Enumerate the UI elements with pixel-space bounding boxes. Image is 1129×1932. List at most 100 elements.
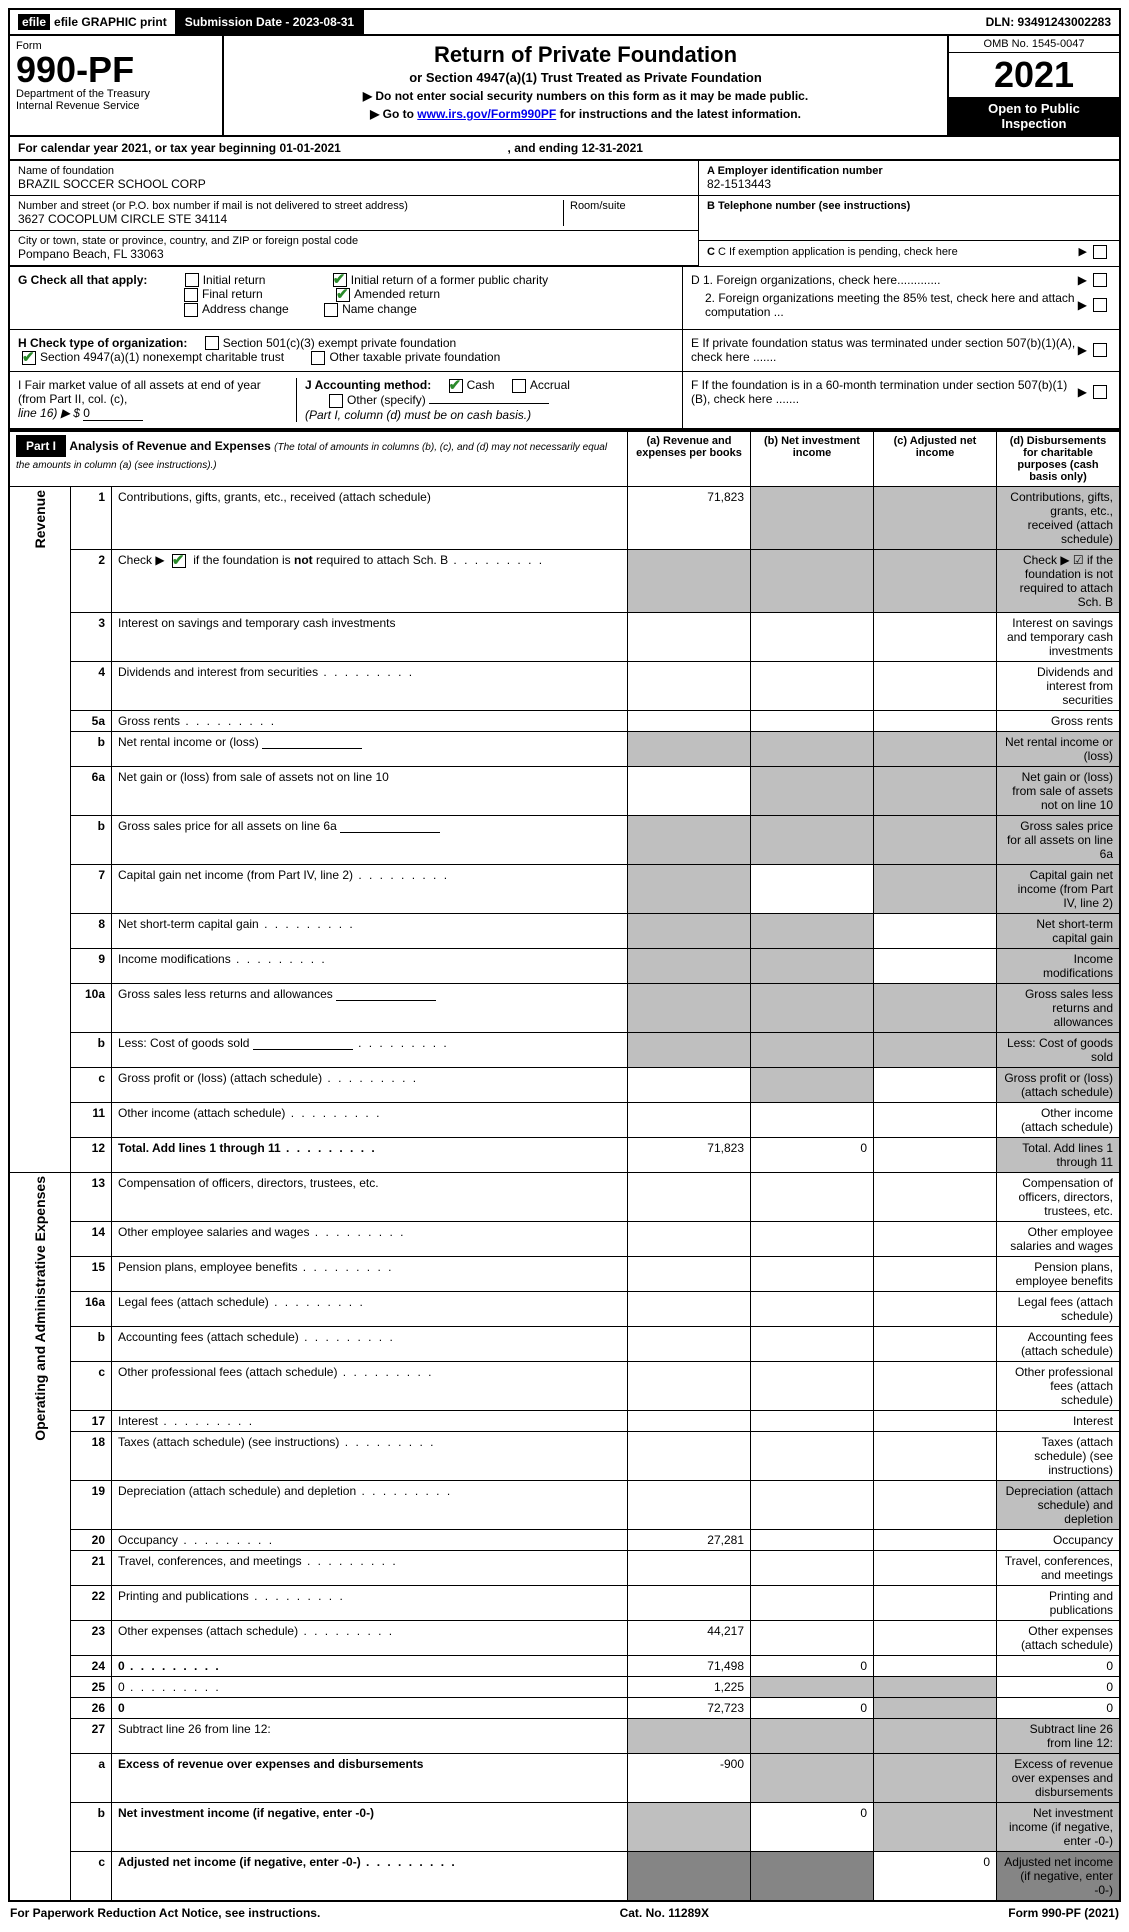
amt-b <box>751 983 874 1032</box>
line-desc: 0 <box>112 1655 628 1676</box>
table-row: 7Capital gain net income (from Part IV, … <box>9 864 1120 913</box>
line-desc: Gross sales price for all assets on line… <box>112 815 628 864</box>
line-number: 11 <box>71 1102 112 1137</box>
line-desc: Other professional fees (attach schedule… <box>112 1361 628 1410</box>
line-number: 24 <box>71 1655 112 1676</box>
amt-a <box>628 1802 751 1851</box>
amt-a <box>628 1361 751 1410</box>
line-number: 1 <box>71 486 112 549</box>
amt-b <box>751 1361 874 1410</box>
line-number: c <box>71 1067 112 1102</box>
amt-a <box>628 1550 751 1585</box>
cb-other-taxable[interactable] <box>311 351 325 365</box>
line-number: b <box>71 815 112 864</box>
instr-link[interactable]: www.irs.gov/Form990PF <box>417 107 556 121</box>
instr-2: ▶ Go to www.irs.gov/Form990PF for instru… <box>230 107 941 121</box>
amt-c <box>874 1291 997 1326</box>
cb-initial-return[interactable] <box>185 273 199 287</box>
cal-mid: , and ending <box>508 141 582 155</box>
line-desc: Gross profit or (loss) (attach schedule) <box>112 1067 628 1102</box>
amt-d: Pension plans, employee benefits <box>997 1256 1121 1291</box>
cb-4947[interactable] <box>22 351 36 365</box>
amt-c <box>874 612 997 661</box>
line-desc: Pension plans, employee benefits <box>112 1256 628 1291</box>
cal-begin: 01-01-2021 <box>279 141 340 155</box>
cb-cash[interactable] <box>449 379 463 393</box>
amt-b <box>751 710 874 731</box>
cb-address-change[interactable] <box>184 303 198 317</box>
efile-text[interactable]: efile GRAPHIC print <box>26 15 167 29</box>
tax-year: 2021 <box>949 53 1119 97</box>
i-label-2: line 16) ▶ $ <box>18 406 83 420</box>
table-row: cAdjusted net income (if negative, enter… <box>9 1851 1120 1901</box>
footer-left: For Paperwork Reduction Act Notice, see … <box>10 1906 320 1920</box>
amt-a <box>628 815 751 864</box>
table-row: 2Check ▶ if the foundation is not requir… <box>9 549 1120 612</box>
d2-checkbox[interactable] <box>1093 298 1107 312</box>
amt-a <box>628 1410 751 1431</box>
i-value: 0 <box>83 406 143 421</box>
amt-a <box>628 1326 751 1361</box>
table-row: 20Occupancy27,281Occupancy <box>9 1529 1120 1550</box>
table-row: 17InterestInterest <box>9 1410 1120 1431</box>
amt-b <box>751 1550 874 1585</box>
cal-prefix: For calendar year 2021, or tax year begi… <box>18 141 279 155</box>
amt-b <box>751 1172 874 1221</box>
dln: DLN: 93491243002283 <box>978 10 1119 34</box>
amt-a <box>628 948 751 983</box>
cb-sch-b[interactable] <box>172 554 186 568</box>
table-row: 22Printing and publicationsPrinting and … <box>9 1585 1120 1620</box>
amt-d: Net rental income or (loss) <box>997 731 1121 766</box>
h-opt3: Other taxable private foundation <box>329 350 500 364</box>
c-checkbox[interactable] <box>1093 245 1107 259</box>
form-header: Form 990-PF Department of the Treasury I… <box>8 36 1121 137</box>
amt-a: -900 <box>628 1753 751 1802</box>
amt-d: Accounting fees (attach schedule) <box>997 1326 1121 1361</box>
cb-name-change[interactable] <box>324 303 338 317</box>
amt-c <box>874 1032 997 1067</box>
table-row: 2501,2250 <box>9 1676 1120 1697</box>
table-row: 4Dividends and interest from securitiesD… <box>9 661 1120 710</box>
cb-other-method[interactable] <box>329 394 343 408</box>
amt-a <box>628 1851 751 1901</box>
cb-amended[interactable] <box>336 288 350 302</box>
line-desc: Capital gain net income (from Part IV, l… <box>112 864 628 913</box>
cb-final-return[interactable] <box>184 288 198 302</box>
table-row: 5aGross rentsGross rents <box>9 710 1120 731</box>
opt-amended: Amended return <box>354 287 440 301</box>
c-label: C C If exemption application is pending,… <box>707 246 958 258</box>
name-label: Name of foundation <box>18 165 690 177</box>
line-number: 15 <box>71 1256 112 1291</box>
line-number: 3 <box>71 612 112 661</box>
line-number: a <box>71 1753 112 1802</box>
amt-b <box>751 913 874 948</box>
amt-b <box>751 612 874 661</box>
form-number: 990-PF <box>16 52 216 88</box>
cb-accrual[interactable] <box>512 379 526 393</box>
amt-c <box>874 948 997 983</box>
amt-a <box>628 1172 751 1221</box>
amt-a <box>628 1431 751 1480</box>
open-public: Open to Public Inspection <box>949 97 1119 135</box>
h-opt1: Section 501(c)(3) exempt private foundat… <box>223 336 456 350</box>
amt-c <box>874 1802 997 1851</box>
amt-b <box>751 1291 874 1326</box>
phone-label: B Telephone number (see instructions) <box>707 200 1111 212</box>
e-section: E If private foundation status was termi… <box>682 330 1119 372</box>
table-row: cGross profit or (loss) (attach schedule… <box>9 1067 1120 1102</box>
cb-501c3[interactable] <box>205 336 219 350</box>
g-label: G Check all that apply: <box>18 273 147 287</box>
line-number: 10a <box>71 983 112 1032</box>
line-number: c <box>71 1851 112 1901</box>
amt-b <box>751 766 874 815</box>
amt-c <box>874 731 997 766</box>
table-row: 11Other income (attach schedule)Other in… <box>9 1102 1120 1137</box>
amt-d: Net investment income (if negative, ente… <box>997 1802 1121 1851</box>
d1-checkbox[interactable] <box>1093 273 1107 287</box>
amt-b <box>751 1221 874 1256</box>
table-row: 24071,49800 <box>9 1655 1120 1676</box>
f-checkbox[interactable] <box>1093 385 1107 399</box>
line-desc: Contributions, gifts, grants, etc., rece… <box>112 486 628 549</box>
e-checkbox[interactable] <box>1093 343 1107 357</box>
line-number: 5a <box>71 710 112 731</box>
